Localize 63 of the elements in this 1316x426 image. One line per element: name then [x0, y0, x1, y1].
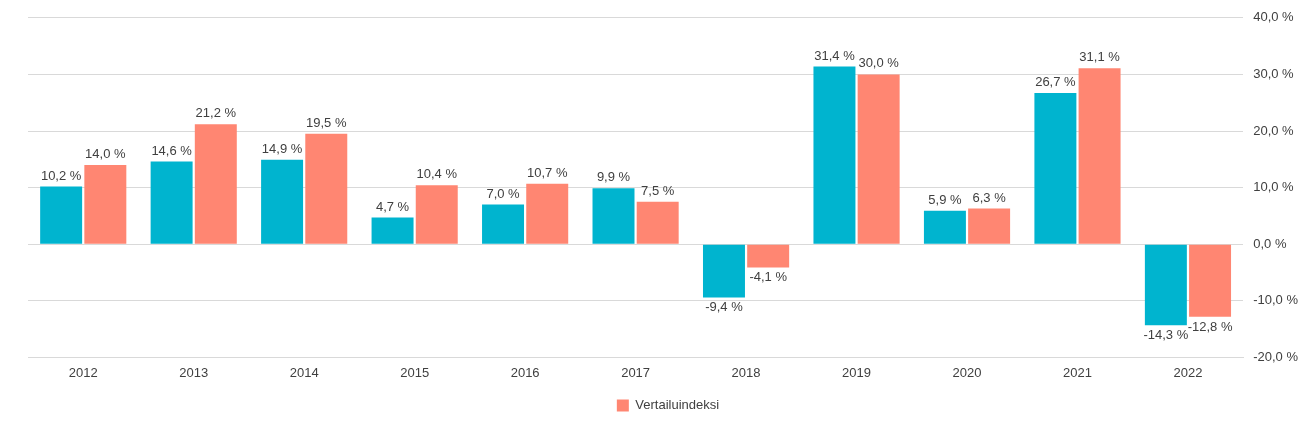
bar [968, 208, 1011, 244]
bar [1144, 244, 1187, 326]
data-label: 4,7 % [375, 198, 410, 214]
legend-label: Vertailuindeksi [635, 397, 720, 413]
x-tick-label: 2016 [510, 364, 540, 380]
y-tick-label: 0,0 % [1253, 235, 1287, 251]
y-tick-label: -20,0 % [1253, 348, 1299, 364]
bar [923, 210, 966, 244]
bar [84, 164, 127, 244]
data-label: 10,4 % [416, 166, 458, 182]
data-label: 10,7 % [526, 164, 568, 180]
data-label: 6,3 % [972, 189, 1007, 205]
data-label: -12,8 % [1187, 318, 1233, 334]
bar [1078, 68, 1121, 244]
bar [747, 244, 790, 268]
bar [813, 66, 856, 244]
y-tick-label: 40,0 % [1253, 9, 1295, 25]
data-label: -14,3 % [1143, 327, 1189, 343]
y-tick-label: 20,0 % [1253, 122, 1295, 138]
bar [261, 159, 304, 244]
data-label: 10,2 % [40, 167, 82, 183]
y-tick-label: -10,0 % [1253, 292, 1299, 308]
bar [1189, 244, 1232, 317]
x-tick-label: 2015 [400, 364, 430, 380]
data-label: 5,9 % [928, 191, 962, 207]
x-tick-label: 2019 [842, 364, 872, 380]
data-label: 30,0 % [858, 55, 900, 71]
data-label: 14,9 % [261, 140, 303, 156]
data-label: 31,1 % [1079, 49, 1121, 65]
bar [371, 217, 414, 244]
bar [40, 186, 83, 244]
data-label: -9,4 % [705, 299, 744, 315]
bar [194, 124, 237, 244]
bar [1034, 93, 1077, 244]
x-tick-label: 2020 [952, 364, 982, 380]
data-label: 31,4 % [814, 47, 856, 63]
bar [482, 204, 525, 244]
bar [305, 133, 348, 244]
data-label: 14,6 % [151, 142, 193, 158]
x-tick-label: 2014 [289, 364, 319, 380]
bar [636, 201, 679, 244]
data-label: 21,2 % [195, 105, 237, 121]
y-tick-label: 10,0 % [1253, 179, 1295, 195]
bar [592, 188, 635, 244]
x-tick-label: 2018 [731, 364, 761, 380]
x-tick-label: 2013 [179, 364, 209, 380]
data-label: 19,5 % [306, 114, 347, 130]
bar [526, 183, 569, 244]
x-tick-label: 2012 [68, 364, 98, 380]
bar [150, 161, 193, 244]
data-label: 26,7 % [1035, 74, 1077, 90]
data-label: -4,1 % [749, 269, 788, 285]
data-label: 9,9 % [596, 169, 631, 185]
x-tick-label: 2017 [621, 364, 651, 380]
bar [415, 185, 458, 244]
x-tick-label: 2021 [1063, 364, 1092, 380]
data-label: 7,5 % [641, 182, 675, 198]
bar [857, 74, 900, 244]
data-label: 7,0 % [486, 185, 521, 201]
x-tick-label: 2022 [1173, 364, 1203, 380]
y-tick-label: 30,0 % [1253, 65, 1295, 81]
data-label: 14,0 % [85, 146, 126, 162]
bar [702, 244, 745, 298]
